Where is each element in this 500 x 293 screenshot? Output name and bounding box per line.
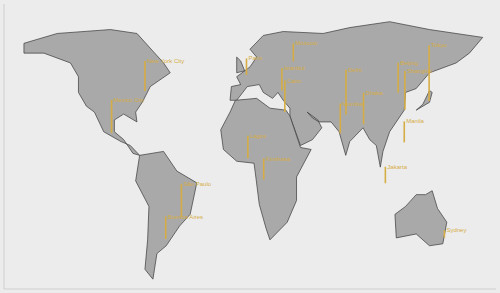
svg-text:Delhi: Delhi: [348, 67, 362, 73]
svg-text:Sydney: Sydney: [446, 227, 466, 233]
svg-text:São Paulo: São Paulo: [183, 181, 211, 187]
svg-text:Moscow: Moscow: [295, 40, 318, 46]
svg-text:Mexico City: Mexico City: [114, 97, 145, 103]
svg-text:Paris: Paris: [248, 55, 262, 61]
svg-text:Manila: Manila: [406, 118, 424, 124]
svg-text:Shanghai: Shanghai: [406, 67, 433, 74]
svg-text:Buenos Aires: Buenos Aires: [168, 214, 203, 220]
svg-text:Beijing: Beijing: [400, 60, 418, 66]
svg-text:Mumbai: Mumbai: [342, 101, 363, 107]
svg-text:Cairo: Cairo: [287, 78, 302, 84]
svg-text:Jakarta: Jakarta: [387, 164, 407, 170]
svg-text:Dhaka: Dhaka: [366, 90, 384, 96]
svg-text:Istanbul: Istanbul: [284, 65, 305, 71]
svg-text:Lagos: Lagos: [250, 133, 266, 139]
svg-text:Tokyo: Tokyo: [431, 42, 447, 48]
svg-text:Kinshasa: Kinshasa: [266, 156, 291, 162]
svg-text:New York City: New York City: [147, 58, 184, 64]
